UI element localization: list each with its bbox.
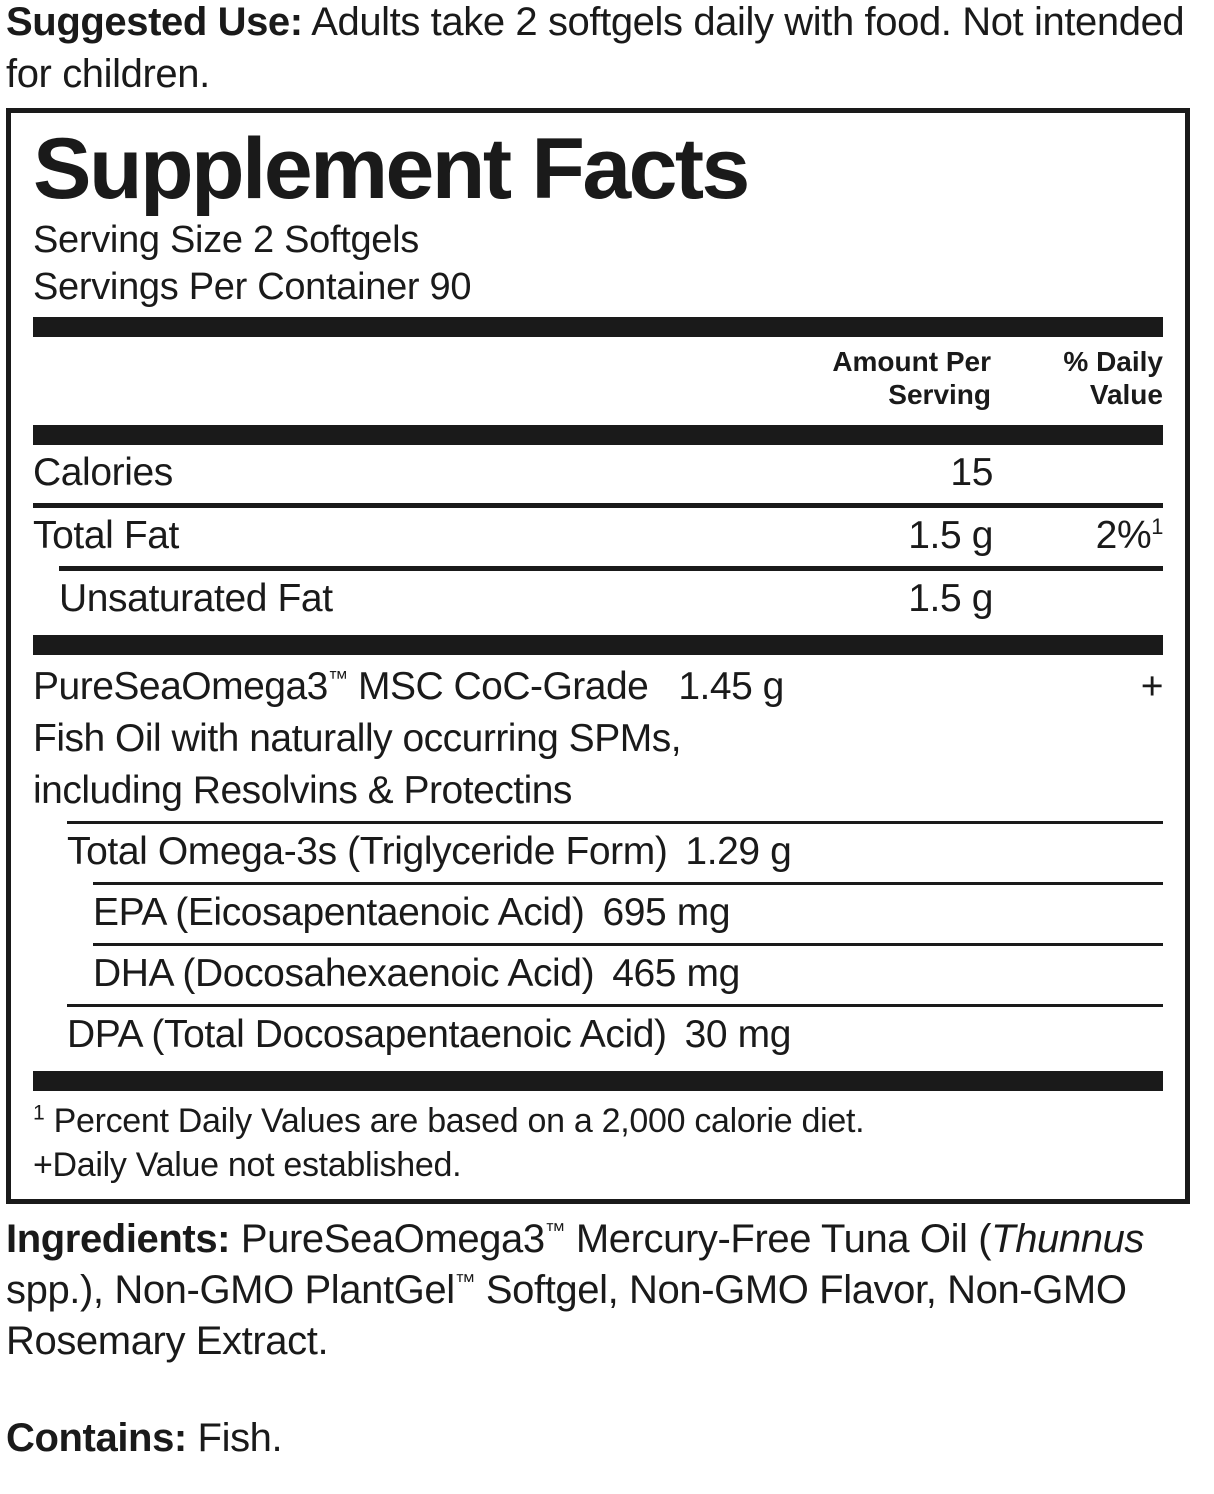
footnote-marker-1: 1 [33, 1101, 45, 1125]
daily-value-header: % Daily Value [991, 345, 1163, 411]
nutrient-daily-value: 2%1 [993, 512, 1164, 560]
footnote-text-1: Percent Daily Values are based on a 2,00… [44, 1101, 865, 1140]
serving-size-line: Serving Size 2 Softgels [33, 218, 419, 261]
nutrient-label: Total Fat [33, 513, 179, 557]
rule-thick-under-headers [33, 424, 1163, 445]
daily-value-line1: % Daily [1063, 345, 1163, 377]
nutrient-daily-value: + [1140, 664, 1164, 708]
nutrient-row-dpa: DPA (Total Docosapentaenoic Acid) 30 mg [33, 1007, 1163, 1065]
nutrient-amount: 695 mg [602, 890, 731, 934]
footnote-no-dv: +Daily Value not established. [33, 1145, 462, 1184]
nutrient-row-calories: Calories 15 [33, 445, 1163, 503]
rule-hair-above-total-omega3 [67, 820, 1163, 824]
nutrient-amount: 30 mg [684, 1012, 792, 1056]
nutrient-amount: 1.29 g [685, 829, 792, 873]
rule-thin-under-calories [33, 502, 1163, 508]
footnotes-block: 1 Percent Daily Values are based on a 2,… [33, 1091, 1163, 1189]
nutrient-row-epa: EPA (Eicosapentaenoic Acid) 695 mg [33, 885, 1163, 943]
nutrient-label: DHA (Docosahexaenoic Acid) [93, 951, 595, 995]
nutrient-amount: 15 [950, 450, 993, 494]
amount-per-serving-header: Amount Per Serving [776, 345, 991, 411]
ingredients-text-4: Softgel, Non-GMO Flavor, Non-GMO Rosemar… [6, 1267, 1127, 1363]
rule-thin-under-total-fat [59, 565, 1163, 571]
nutrient-label: Unsaturated Fat [59, 576, 333, 620]
trademark-icon: ™ [544, 1219, 566, 1243]
rule-thick-above-blend [33, 634, 1163, 655]
pureseaomega3-third-line: including Resolvins & Protectins [33, 768, 572, 812]
footnote-daily-values: 1 Percent Daily Values are based on a 2,… [33, 1099, 1163, 1143]
rule-hair-above-epa [93, 881, 1163, 885]
nutrient-row-unsaturated-fat: Unsaturated Fat 1.5 g [33, 571, 1163, 629]
rule-thick-above-footnotes [33, 1070, 1163, 1091]
daily-value-line2: Value [1089, 378, 1163, 410]
bottom-text-block: Ingredients: PureSeaOmega3™ Mercury-Free… [0, 1204, 1214, 1464]
rule-hair-above-dha [93, 942, 1163, 946]
amount-per-serving-line2: Serving [888, 378, 991, 410]
contains-line: Contains: Fish. [6, 1413, 1194, 1464]
footnote-marker: 1 [1151, 513, 1163, 539]
nutrient-row-dha: DHA (Docosahexaenoic Acid) 465 mg [33, 946, 1163, 1004]
ingredients-line: Ingredients: PureSeaOmega3™ Mercury-Free… [6, 1214, 1194, 1367]
nutrient-label: Calories [33, 450, 173, 494]
trademark-icon: ™ [327, 667, 348, 690]
nutrient-row-pureseaomega3: PureSeaOmega3™ MSC CoC-Grade 1.45 g + Fi… [33, 655, 1164, 821]
pureseaomega3-second-line: Fish Oil with naturally occurring SPMs, [33, 716, 682, 760]
nutrient-label: EPA (Eicosapentaenoic Acid) [93, 890, 585, 934]
rule-hair-above-dpa [67, 1003, 1163, 1007]
pureseaomega3-first-line: PureSeaOmega3™ MSC CoC-Grade 1.45 g + [33, 661, 1164, 713]
ingredients-text-3: spp.), Non-GMO PlantGel [6, 1267, 455, 1312]
nutrient-row-total-fat: Total Fat 1.5 g 2%1 [33, 508, 1163, 566]
ingredients-text-2: Mercury-Free Tuna Oil ( [565, 1216, 992, 1261]
species-name: Thunnus [991, 1216, 1145, 1261]
nutrient-amount: 465 mg [612, 951, 740, 995]
supplement-facts-title: Supplement Facts [33, 121, 750, 217]
suggested-use-block: Suggested Use: Adults take 2 softgels da… [0, 0, 1214, 100]
contains-text: Fish. [186, 1415, 283, 1460]
column-headers-row: Amount Per Serving % Daily Value [33, 337, 1163, 419]
nutrient-row-total-omega3s: Total Omega-3s (Triglyceride Form) 1.29 … [33, 824, 1163, 882]
amount-per-serving-line1: Amount Per [832, 345, 991, 377]
nutrient-amount: 1.5 g [908, 513, 993, 557]
contains-heading: Contains: [6, 1415, 187, 1460]
servings-per-container-line: Servings Per Container 90 [33, 265, 472, 308]
daily-value-number: 2% [1095, 513, 1152, 557]
ingredients-text-1: PureSeaOmega3 [230, 1216, 545, 1261]
nutrient-label: PureSeaOmega3™ MSC CoC-Grade [33, 661, 649, 713]
nutrient-amount: 1.45 g [678, 664, 784, 708]
rule-thick-under-servings [33, 316, 1163, 337]
brand-qualifier: MSC CoC-Grade [347, 664, 649, 708]
brand-name: PureSeaOmega3 [33, 664, 328, 708]
trademark-icon: ™ [454, 1270, 476, 1294]
nutrient-label: Total Omega-3s (Triglyceride Form) [67, 829, 668, 873]
nutrient-label: DPA (Total Docosapentaenoic Acid) [67, 1012, 667, 1056]
nutrient-amount: 1.5 g [908, 576, 993, 620]
suggested-use-heading: Suggested Use: [6, 0, 303, 44]
supplement-facts-panel: Supplement Facts Serving Size 2 Softgels… [6, 108, 1190, 1204]
suggested-use-text: Adults take 2 softgels daily with food. … [6, 0, 1185, 96]
ingredients-heading: Ingredients: [6, 1216, 231, 1261]
